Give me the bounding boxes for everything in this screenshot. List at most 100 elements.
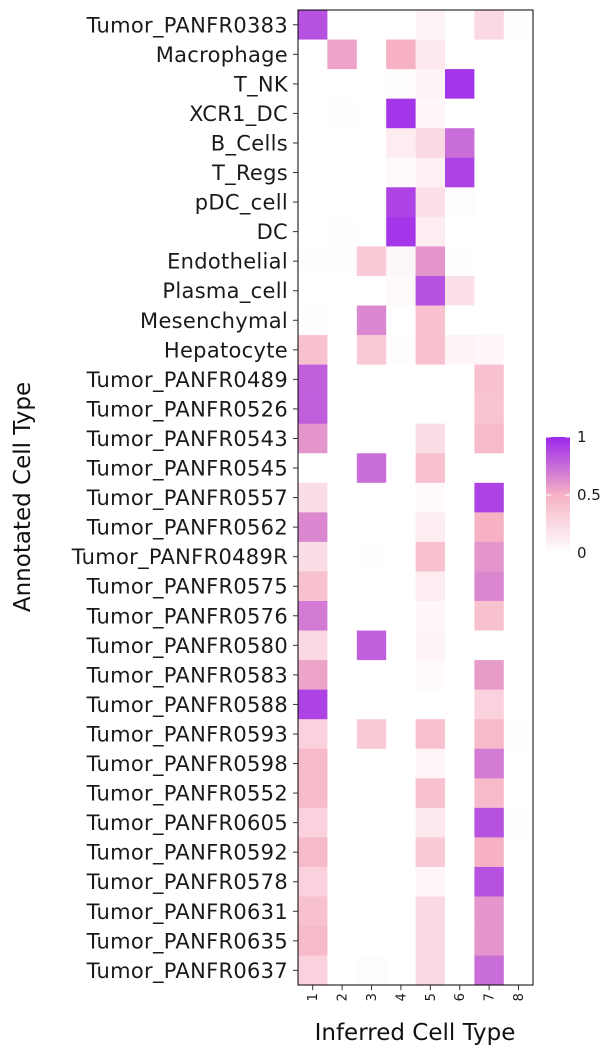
heatmap-cell xyxy=(445,128,475,159)
heatmap-cell xyxy=(503,866,534,897)
heatmap-cell xyxy=(298,896,328,927)
heatmap-cell xyxy=(474,719,505,750)
heatmap-cell xyxy=(503,571,534,602)
heatmap-cell xyxy=(445,630,475,661)
heatmap-cell xyxy=(327,689,358,720)
heatmap-cell xyxy=(356,482,387,513)
heatmap-cell xyxy=(298,660,328,691)
heatmap-cell xyxy=(503,10,534,40)
heatmap-cell xyxy=(386,335,416,365)
y-tick-label: Tumor_PANFR0580 xyxy=(86,634,288,659)
heatmap-cell xyxy=(415,157,446,188)
x-tick-labels: 1 2 3 4 5 6 7 8 xyxy=(306,993,527,1001)
heatmap-cell xyxy=(327,39,358,70)
y-tick-label: pDC_cell xyxy=(195,191,288,216)
heatmap-cell xyxy=(386,98,416,129)
heatmap-cell xyxy=(386,305,416,336)
heatmap-cell xyxy=(474,305,505,336)
heatmap-cell xyxy=(474,69,505,100)
heatmap-cell xyxy=(415,10,446,40)
heatmap-cell xyxy=(298,10,328,40)
heatmap-cell xyxy=(474,39,505,70)
heatmap-cell xyxy=(386,689,416,720)
heatmap-cell xyxy=(386,246,416,277)
heatmap-cell xyxy=(356,689,387,720)
heatmap-cell xyxy=(327,69,358,100)
heatmap-cell xyxy=(474,187,505,218)
heatmap-cell xyxy=(415,541,446,572)
y-tick-label: Tumor_PANFR0592 xyxy=(86,841,288,866)
heatmap-cell xyxy=(415,955,446,986)
heatmap-cell xyxy=(503,216,534,247)
heatmap-cell xyxy=(327,748,358,779)
heatmap-cell xyxy=(445,571,475,602)
y-axis-title: Annotated Cell Type xyxy=(10,382,36,612)
heatmap-cell xyxy=(503,807,534,838)
heatmap-cell xyxy=(445,866,475,897)
heatmap-cell xyxy=(327,364,358,395)
heatmap-cell xyxy=(445,98,475,129)
heatmap-cell xyxy=(298,423,328,454)
heatmap-cell xyxy=(415,39,446,70)
heatmap-cell xyxy=(327,305,358,336)
x-tick-label: 5 xyxy=(424,993,439,1001)
heatmap-cell xyxy=(327,866,358,897)
y-tick-label: DC xyxy=(257,220,288,244)
heatmap-cell xyxy=(445,275,475,306)
x-tick-label: 3 xyxy=(365,993,380,1001)
heatmap-cell xyxy=(474,98,505,129)
heatmap-cell xyxy=(386,453,416,484)
heatmap-cell xyxy=(298,601,328,631)
y-tick-label: Endothelial xyxy=(167,250,288,274)
legend-tick-label: 0.5 xyxy=(577,486,601,504)
heatmap-cell xyxy=(386,719,416,750)
y-tick-label: Tumor_PANFR0583 xyxy=(86,663,288,688)
heatmap-cell xyxy=(298,689,328,720)
heatmap-cell xyxy=(298,187,328,218)
heatmap-cell xyxy=(445,807,475,838)
heatmap-cell xyxy=(386,128,416,159)
heatmap-cell xyxy=(298,453,328,484)
heatmap-cell xyxy=(415,807,446,838)
heatmap-cell xyxy=(503,896,534,927)
heatmap-cell xyxy=(386,541,416,572)
heatmap-cell xyxy=(298,128,328,159)
heatmap-cell xyxy=(298,364,328,395)
heatmap-cell xyxy=(474,423,505,454)
heatmap-cell xyxy=(327,394,358,425)
heatmap-cell xyxy=(415,512,446,543)
heatmap-cell xyxy=(298,719,328,750)
heatmap-cell xyxy=(445,157,475,188)
heatmap-cell xyxy=(474,778,505,809)
heatmap-cell xyxy=(386,364,416,395)
heatmap-cell xyxy=(474,394,505,425)
heatmap-cell xyxy=(327,807,358,838)
heatmap-cell xyxy=(415,246,446,277)
heatmap-cell xyxy=(445,69,475,100)
heatmap-cell xyxy=(445,896,475,927)
heatmap-cell xyxy=(445,39,475,70)
y-tick-label: Tumor_PANFR0575 xyxy=(86,575,288,600)
heatmap-cell xyxy=(503,512,534,543)
heatmap-cell xyxy=(415,423,446,454)
heatmap-cell xyxy=(298,275,328,306)
legend-tick-label: 1 xyxy=(577,428,587,446)
heatmap-cell xyxy=(386,423,416,454)
heatmap-cell xyxy=(415,660,446,691)
heatmap-cell xyxy=(386,10,416,40)
heatmap-cell xyxy=(298,394,328,425)
heatmap-cell xyxy=(386,216,416,247)
heatmap-cell xyxy=(298,926,328,956)
heatmap-cell xyxy=(474,128,505,159)
heatmap-cell xyxy=(327,837,358,868)
heatmap-cell xyxy=(474,512,505,543)
y-tick-label: Tumor_PANFR0593 xyxy=(86,722,288,747)
heatmap-cell xyxy=(445,423,475,454)
heatmap-cell xyxy=(327,601,358,631)
heatmap-cell xyxy=(415,866,446,897)
heatmap-cell xyxy=(386,512,416,543)
heatmap-cell xyxy=(503,748,534,779)
heatmap-cell xyxy=(327,335,358,365)
heatmap-cell xyxy=(445,305,475,336)
heatmap-cell xyxy=(415,482,446,513)
